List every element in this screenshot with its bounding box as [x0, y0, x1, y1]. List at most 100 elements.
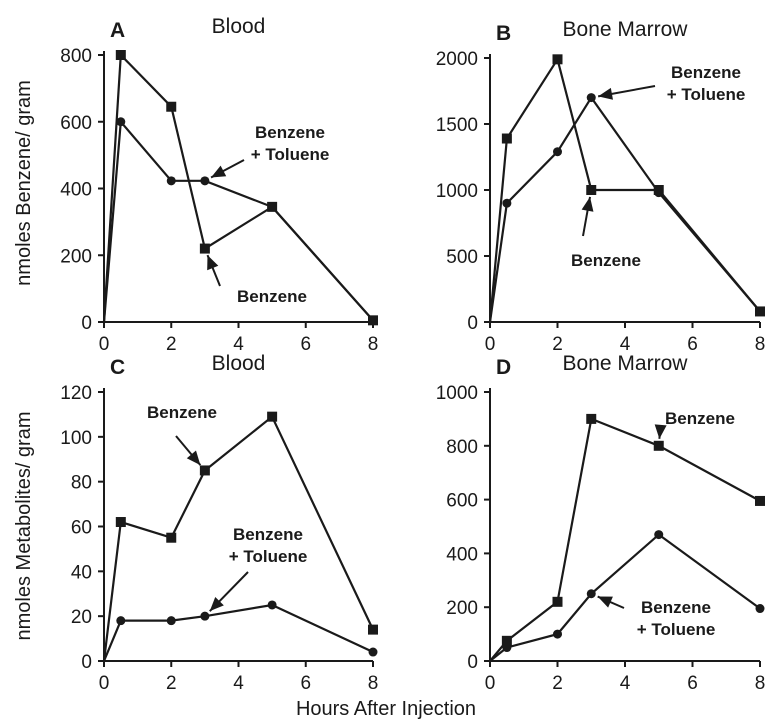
x-axis-title: Hours After Injection: [296, 698, 476, 720]
data-point-circle: [116, 117, 126, 127]
y-tick-label: 800: [60, 46, 92, 67]
x-tick-label: 2: [552, 673, 563, 694]
data-point-square: [653, 440, 664, 451]
y-tick-label: 80: [71, 473, 92, 494]
y-tick-label: 0: [81, 313, 92, 334]
annotation-label: + Toluene: [637, 620, 716, 639]
annotation-arrow-head: [581, 196, 594, 212]
x-tick-label: 0: [99, 334, 110, 355]
x-tick-label: 4: [233, 334, 244, 355]
data-point-circle: [586, 589, 596, 599]
y-tick-label: 40: [71, 562, 92, 583]
y-axis-title-top: nmoles Benzene/ gram: [13, 80, 35, 286]
y-tick-label: 0: [467, 313, 478, 334]
panel-letter: C: [110, 356, 125, 379]
data-point-square: [166, 101, 177, 112]
y-tick-label: 200: [446, 598, 478, 619]
data-point-square: [199, 465, 210, 476]
x-tick-label: 8: [368, 334, 379, 355]
data-point-square: [552, 54, 563, 65]
data-point-square: [501, 133, 512, 144]
x-tick-label: 2: [166, 673, 177, 694]
annotation-label: Benzene: [641, 598, 711, 617]
data-point-circle: [166, 176, 176, 186]
data-point-square: [115, 50, 126, 60]
x-tick-label: 6: [300, 673, 311, 694]
x-tick-label: 2: [166, 334, 177, 355]
series-line: [489, 417, 761, 662]
series-line: [102, 603, 374, 662]
data-point-circle: [502, 643, 512, 653]
annotation-arrow-head: [207, 255, 219, 271]
annotation-arrow-head: [654, 424, 667, 439]
y-tick-label: 400: [446, 544, 478, 565]
y-tick-label: 1000: [436, 181, 478, 202]
data-point-circle: [267, 202, 277, 212]
data-point-circle: [755, 306, 765, 316]
data-point-circle: [755, 604, 765, 614]
panel-title: Bone Marrow: [563, 18, 689, 41]
panel-d: 0 2 4 6 8 0 200 400 600 800 1000 D Bone Marrow Benzen…: [436, 352, 766, 694]
annotation-label: + Toluene: [251, 145, 330, 164]
y-tick-label: 120: [60, 383, 92, 404]
data-point-circle: [116, 616, 126, 626]
annotation-label: Benzene: [237, 287, 307, 306]
data-point-circle: [553, 147, 562, 157]
data-point-circle: [553, 629, 562, 639]
data-point-square: [368, 624, 378, 635]
panel-title: Bone Marrow: [563, 352, 689, 375]
x-tick-label: 8: [755, 334, 766, 355]
annotation-arrow-head: [211, 165, 227, 178]
data-point-circle: [267, 600, 277, 610]
data-point-circle: [654, 530, 664, 540]
y-tick-label: 1500: [436, 115, 478, 136]
data-point-square: [115, 517, 126, 528]
annotation-label: Benzene: [255, 123, 325, 142]
annotation-arrow-head: [186, 450, 201, 466]
series-line: [102, 119, 374, 323]
y-tick-label: 1000: [436, 383, 478, 404]
x-tick-label: 2: [552, 334, 563, 355]
annotation-label: Benzene: [665, 409, 735, 428]
data-point-circle: [368, 315, 378, 325]
x-tick-label: 6: [300, 334, 311, 355]
panel-a: 0 2 4 6 8 0 200 400 600 800 A Blood Benzene + Toluene…: [60, 15, 378, 355]
annotation-label: Benzene: [233, 525, 303, 544]
annotation-label: Benzene: [671, 63, 741, 82]
data-point-circle: [586, 93, 596, 103]
annotation-label: + Toluene: [229, 547, 308, 566]
annotation-label: Benzene: [571, 251, 641, 270]
panel-letter: A: [110, 19, 125, 42]
data-point-circle: [368, 647, 378, 657]
data-point-square: [755, 495, 765, 506]
y-tick-label: 500: [446, 247, 478, 268]
panel-b: 0 2 4 6 8 0 500 1000 1500 2000 B Bone Marrow Benzene…: [436, 18, 766, 355]
x-tick-label: 8: [368, 673, 379, 694]
x-tick-label: 0: [485, 673, 496, 694]
series-line: [102, 52, 374, 323]
annotation-label: Benzene: [147, 403, 217, 422]
y-tick-label: 600: [446, 491, 478, 512]
y-tick-label: 20: [71, 607, 92, 628]
x-tick-label: 0: [99, 673, 110, 694]
y-tick-label: 100: [60, 428, 92, 449]
y-tick-label: 400: [60, 180, 92, 201]
y-axis-title-bottom: nmoles Metabolites/ gram: [13, 412, 35, 641]
y-tick-label: 60: [71, 518, 92, 539]
data-point-square: [552, 596, 563, 607]
x-tick-label: 4: [620, 673, 631, 694]
series-line: [488, 95, 761, 323]
data-point-circle: [502, 198, 512, 208]
data-point-square: [199, 243, 210, 254]
series-line: [489, 533, 761, 662]
data-point-square: [501, 635, 512, 646]
panel-title: Blood: [212, 15, 266, 38]
annotation-arrow-head: [209, 596, 224, 612]
annotation-label: + Toluene: [667, 85, 746, 104]
y-tick-label: 0: [81, 652, 92, 673]
y-tick-label: 200: [60, 246, 92, 267]
x-tick-label: 6: [687, 334, 698, 355]
